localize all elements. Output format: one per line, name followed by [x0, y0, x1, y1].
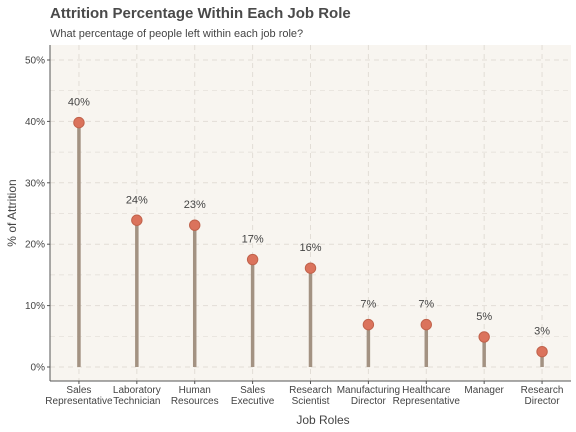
x-tick-label-line: Representative — [45, 396, 113, 407]
data-label: 40% — [68, 97, 90, 109]
lollipop-point — [246, 253, 259, 266]
data-label: 5% — [476, 311, 492, 323]
lollipop-point — [536, 345, 548, 358]
lollipop-point — [189, 219, 201, 231]
lollipop-point — [131, 214, 143, 226]
x-tick-label-line: Sales — [66, 385, 91, 396]
x-tick-label-line: Human — [179, 385, 211, 396]
x-tick-label-line: Director — [351, 396, 387, 407]
data-label: 17% — [242, 234, 264, 246]
x-tick-label-line: Resources — [171, 396, 219, 407]
y-axis-title: % of Attrition — [5, 179, 19, 246]
x-tick-label: Laboratory Technician — [113, 385, 161, 407]
data-label: 7% — [418, 299, 434, 311]
data-label: 7% — [360, 299, 376, 311]
x-tick-label: Healthcare Representative — [393, 385, 461, 407]
y-tick-label: 0% — [31, 363, 46, 374]
y-tick-label: 10% — [25, 301, 45, 312]
lollipop-point — [478, 331, 490, 343]
x-tick-label: Manager — [464, 385, 504, 396]
y-tick-label: 50% — [25, 56, 45, 67]
lollipop-point — [420, 318, 432, 331]
y-axis-ticks: 0% 10% 20% 30% 40% 50% — [25, 56, 50, 374]
lollipop-point — [304, 262, 317, 274]
x-tick-label-line: Research — [521, 385, 564, 396]
x-tick-label-line: Laboratory — [113, 385, 161, 396]
x-tick-label-line: Technician — [113, 396, 160, 407]
x-tick-label-line: Representative — [393, 396, 461, 407]
data-label: 16% — [299, 242, 321, 254]
x-tick-label: Human Resources — [171, 385, 219, 407]
x-tick-label-line: Healthcare — [402, 385, 451, 396]
x-tick-label-line: Manager — [464, 385, 504, 396]
data-label: 24% — [126, 194, 148, 206]
x-tick-label: Research Director — [521, 385, 564, 407]
x-tick-label-line: Scientist — [292, 396, 330, 407]
lollipop-marks: 40% 24% 23% 17% 16% 7% 7% 5% 3% — [68, 97, 550, 367]
chart-title: Attrition Percentage Within Each Job Rol… — [50, 5, 351, 22]
x-tick-label-line: Sales — [240, 385, 265, 396]
x-tick-label: Sales Executive — [231, 385, 275, 407]
x-tick-label-line: Manufacturing — [337, 385, 400, 396]
lollipop-point — [362, 318, 375, 331]
x-tick-label-line: Executive — [231, 396, 275, 407]
y-tick-label: 20% — [25, 240, 45, 251]
y-tick-label: 40% — [25, 117, 45, 128]
x-tick-label: Sales Representative — [45, 385, 113, 407]
x-axis-title: Job Roles — [296, 413, 349, 427]
chart-subtitle: What percentage of people left within ea… — [50, 28, 303, 40]
x-tick-label: Research Scientist — [289, 385, 332, 407]
data-label: 23% — [184, 199, 206, 211]
x-tick-label: Manufacturing Director — [337, 385, 400, 407]
x-tick-label-line: Director — [525, 396, 561, 407]
lollipop-point — [73, 116, 85, 129]
data-label: 3% — [534, 326, 550, 338]
x-tick-label-line: Research — [289, 385, 332, 396]
y-tick-label: 30% — [25, 178, 45, 189]
